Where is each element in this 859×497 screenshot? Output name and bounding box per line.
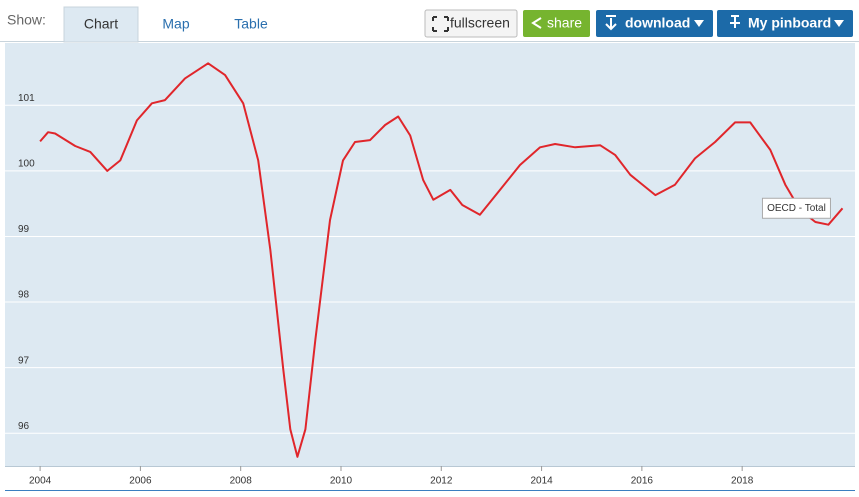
- button-label[interactable]: My pinboard: [748, 15, 831, 31]
- x-tick-label: 2008: [230, 476, 253, 487]
- share-icon: [531, 17, 542, 29]
- download-button[interactable]: [596, 10, 713, 37]
- y-tick-label: 100: [18, 159, 35, 170]
- tab[interactable]: Map: [162, 16, 189, 32]
- pin-icon: [730, 15, 740, 28]
- tab[interactable]: Table: [234, 16, 268, 32]
- tab-active-bg: [63, 6, 139, 43]
- x-tick-label: 2012: [430, 476, 453, 487]
- download-icon: [605, 15, 617, 31]
- button-label[interactable]: fullscreen: [450, 15, 510, 31]
- series-label-box: [761, 197, 831, 219]
- show-label: Show:: [7, 12, 46, 28]
- x-tick-label: 2018: [731, 476, 754, 487]
- share-button[interactable]: [523, 10, 590, 37]
- y-tick-label: 99: [18, 224, 30, 235]
- x-tick-label: 2006: [129, 476, 152, 487]
- plot-area: [5, 43, 855, 466]
- dropdown-caret: [694, 20, 704, 27]
- y-tick-label: 101: [18, 93, 35, 104]
- x-tick-label: 2014: [530, 476, 553, 487]
- x-tick-label: 2016: [631, 476, 654, 487]
- y-tick-label: 98: [18, 290, 30, 301]
- y-tick-label: 96: [18, 421, 30, 432]
- button-label[interactable]: download: [625, 15, 690, 31]
- dropdown-caret: [834, 20, 844, 27]
- pinboard-button[interactable]: [717, 10, 853, 37]
- y-tick-label: 97: [18, 355, 30, 366]
- series-line: [39, 62, 844, 458]
- fullscreen-icon: [432, 16, 449, 32]
- button-label[interactable]: share: [547, 15, 582, 31]
- x-tick-label: 2004: [29, 476, 52, 487]
- chart: 96 97 98 99 100 101 2004 2006 2008 2010 2012 2014 20…: [5, 62, 855, 487]
- series-label: OECD - Total: [767, 203, 826, 214]
- tab[interactable]: Chart: [84, 16, 118, 32]
- x-tick-label: 2010: [330, 476, 353, 487]
